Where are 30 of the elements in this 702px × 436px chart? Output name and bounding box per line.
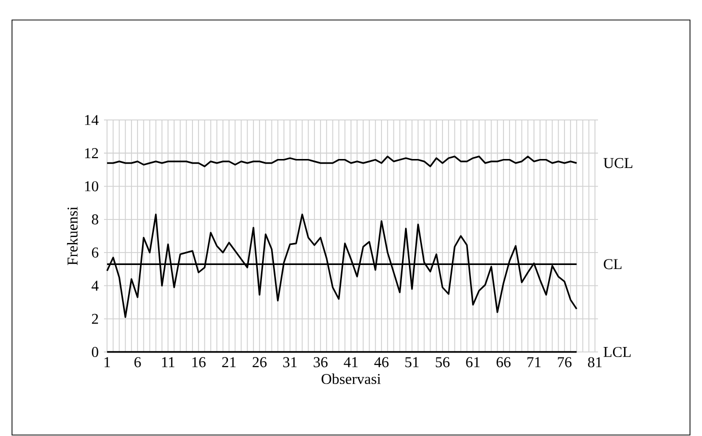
- y-tick-label: 12: [85, 148, 98, 158]
- x-tick-label: 71: [527, 357, 541, 368]
- x-tick-label: 76: [558, 357, 572, 368]
- y-tick-label: 0: [92, 346, 98, 358]
- x-tick-label: 36: [314, 357, 328, 368]
- series-label: UCL: [604, 158, 632, 168]
- x-tick-label: 21: [222, 357, 236, 368]
- x-tick-label: 26: [252, 357, 267, 368]
- x-tick-label: 81: [588, 357, 602, 368]
- x-tick-label: 1: [104, 357, 110, 368]
- x-tick-label: 6: [134, 357, 141, 368]
- y-tick-label: 8: [92, 214, 98, 224]
- x-tick-label: 51: [405, 357, 419, 368]
- x-tick-label: 16: [192, 357, 206, 368]
- x-tick-label: 56: [436, 357, 450, 368]
- x-tick-label: 46: [374, 357, 389, 368]
- x-tick-label: 11: [162, 357, 174, 368]
- y-tick-label: 2: [92, 314, 98, 324]
- x-tick-label: 41: [344, 357, 358, 368]
- x-axis-title: Observasi: [322, 374, 381, 384]
- series-label: CL: [604, 259, 622, 270]
- y-axis-title: Frekuensi: [67, 206, 78, 266]
- x-tick-label: 61: [466, 357, 480, 368]
- y-tick-label: 14: [85, 115, 99, 125]
- series-label: LCL: [604, 346, 631, 358]
- y-tick-label: 4: [92, 280, 99, 291]
- x-tick-label: 31: [283, 357, 297, 368]
- y-tick-label: 6: [92, 248, 98, 258]
- x-tick-label: 66: [496, 357, 511, 368]
- y-tick-label: 10: [85, 181, 98, 192]
